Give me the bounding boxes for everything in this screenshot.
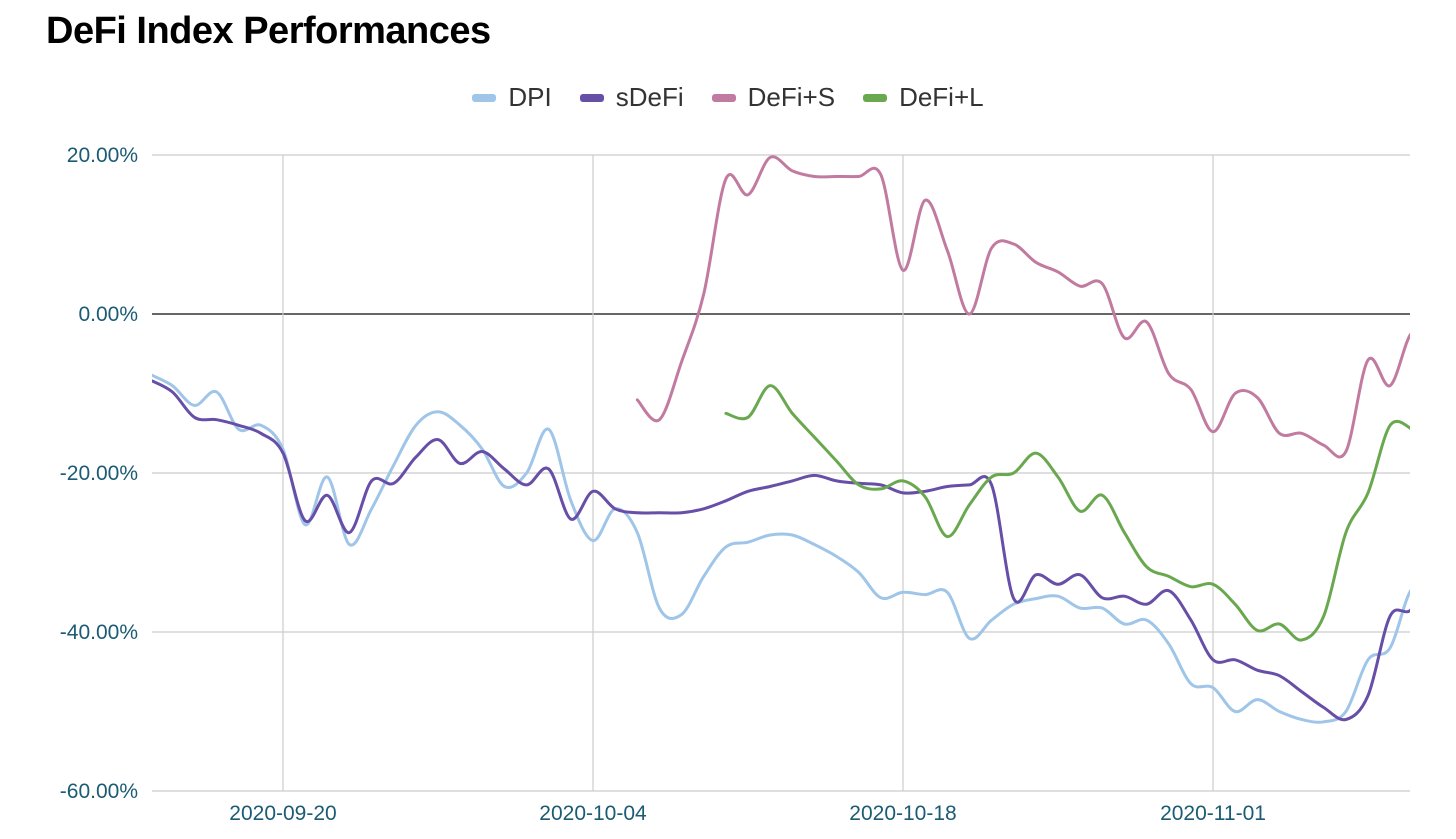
y-tick-label: -40.00% [60, 621, 138, 644]
series-line-defi-l [724, 384, 1410, 642]
y-tick-label: 0.00% [78, 303, 138, 326]
y-tick-label: 20.00% [67, 144, 138, 167]
legend: DPI sDeFi DeFi+S DeFi+L [0, 82, 1456, 113]
legend-label: DeFi+L [899, 82, 984, 112]
legend-item: DPI [472, 82, 552, 113]
series-line-defi-s [635, 155, 1410, 459]
y-tick-label: -60.00% [60, 780, 138, 803]
legend-label: DeFi+S [747, 82, 836, 112]
legend-item: DeFi+S [711, 82, 836, 113]
legend-swatch [579, 93, 604, 102]
series-line-dpi [152, 373, 1410, 724]
legend-item: sDeFi [579, 82, 684, 113]
series-line-sdefi [152, 379, 1410, 722]
legend-label: sDeFi [615, 82, 684, 112]
x-tick-label: 2020-10-04 [539, 802, 647, 825]
y-tick-label: -20.00% [60, 462, 138, 485]
x-tick-label: 2020-09-20 [229, 802, 336, 825]
legend-swatch [863, 93, 888, 102]
x-tick-label: 2020-11-01 [1160, 802, 1266, 825]
series-group [152, 155, 1410, 724]
legend-swatch [711, 93, 736, 102]
legend-swatch [472, 93, 497, 102]
x-tick-label: 2020-10-18 [849, 802, 956, 825]
legend-label: DPI [508, 82, 552, 112]
chart-title: DeFi Index Performances [46, 10, 491, 52]
legend-item: DeFi+L [863, 82, 984, 113]
